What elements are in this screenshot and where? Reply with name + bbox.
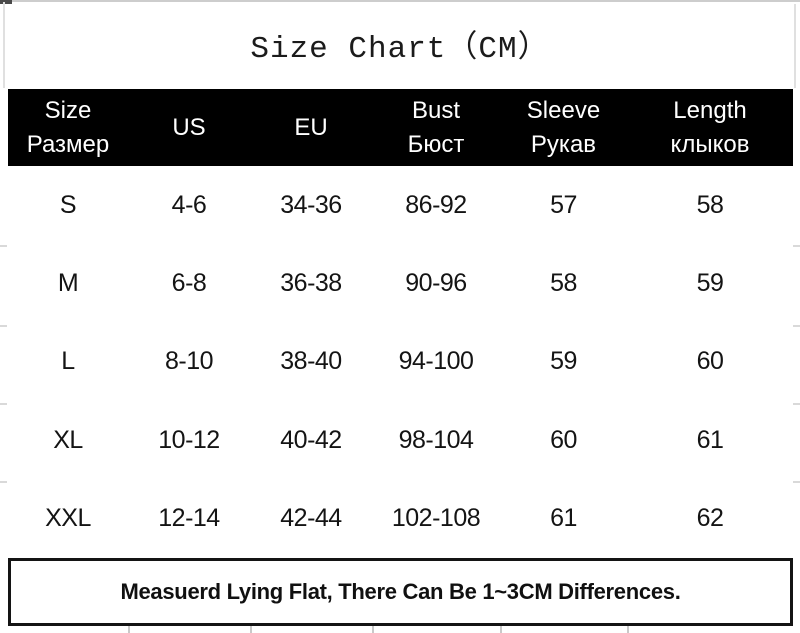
cell-length: 58 (696, 190, 724, 219)
cell-sleeve: 58 (550, 269, 577, 298)
cell-us: 12-14 (158, 504, 220, 533)
header-label-ru: Рукав (530, 130, 597, 158)
size-table: Size Размер US EU Bust Бюст Sleeve Рукав… (8, 89, 793, 558)
header-cell-length: Length клыков (627, 89, 793, 166)
header-cell-sleeve: Sleeve Рукав (500, 89, 627, 166)
cell-size: XL (53, 425, 83, 454)
header-label-en: Length (673, 96, 747, 124)
header-cell-us: US (128, 89, 250, 166)
gridline-stub (793, 481, 800, 483)
gridline-stub (372, 626, 374, 633)
cell-sleeve: 61 (550, 504, 577, 533)
cell-eu: 38-40 (280, 347, 342, 376)
measurement-note-box: Measuerd Lying Flat, There Can Be 1~3CM … (8, 558, 793, 626)
cell-sleeve: 59 (550, 347, 577, 376)
header-label-ru: Размер (26, 130, 110, 158)
cell-us: 10-12 (158, 425, 220, 454)
cell-us: 8-10 (164, 347, 214, 376)
cell-bust: 94-100 (398, 347, 474, 376)
header-label-en: Bust (411, 96, 461, 124)
table-row-s: S 4-6 34-36 86-92 57 58 (8, 166, 793, 244)
cell-size: L (61, 347, 75, 376)
gridline-stub (500, 626, 502, 633)
header-label-ru: Бюст (407, 130, 465, 158)
gridline-stub (793, 245, 800, 247)
cell-sleeve: 60 (550, 425, 577, 454)
cell-eu: 40-42 (280, 425, 342, 454)
top-gridline (0, 0, 800, 2)
cell-us: 6-8 (171, 269, 207, 298)
cell-sleeve: 57 (550, 190, 577, 219)
cell-us: 4-6 (171, 190, 207, 219)
header-cell-eu: EU (250, 89, 372, 166)
page-title: Size Chart（CM） (250, 32, 550, 67)
header-label-en: Size (44, 96, 92, 124)
cell-bust: 86-92 (405, 190, 467, 219)
gridline-stub (627, 626, 629, 633)
gridline-stub (250, 626, 252, 633)
cell-length: 59 (696, 269, 724, 298)
gridline-stub (0, 325, 7, 327)
cell-bust: 102-108 (391, 504, 481, 533)
cell-length: 60 (696, 347, 724, 376)
cell-eu: 42-44 (280, 504, 342, 533)
gridline-stub (0, 245, 7, 247)
gridline-stub (793, 325, 800, 327)
header-label-en: Sleeve (526, 96, 601, 124)
header-label-en: EU (294, 113, 328, 141)
left-gridline (3, 2, 5, 88)
right-gridline (794, 4, 796, 88)
gridline-stub (0, 403, 7, 405)
gridline-stub (128, 626, 130, 633)
cell-bust: 90-96 (405, 269, 467, 298)
table-row-l: L 8-10 38-40 94-100 59 60 (8, 323, 793, 401)
measurement-note-text: Measuerd Lying Flat, There Can Be 1~3CM … (120, 579, 681, 604)
gridline-stub (793, 403, 800, 405)
cell-bust: 98-104 (398, 425, 474, 454)
top-left-gridline-segment (0, 0, 12, 4)
table-row-xl: XL 10-12 40-42 98-104 60 61 (8, 401, 793, 479)
gridline-stub (0, 481, 7, 483)
cell-size: M (57, 269, 79, 298)
cell-eu: 34-36 (280, 190, 342, 219)
header-cell-size: Size Размер (8, 89, 128, 166)
header-cell-bust: Bust Бюст (372, 89, 500, 166)
cell-size: S (59, 190, 77, 219)
table-row-m: M 6-8 36-38 90-96 58 59 (8, 244, 793, 322)
table-header-row: Size Размер US EU Bust Бюст Sleeve Рукав… (8, 89, 793, 166)
header-label-en: US (172, 113, 206, 141)
table-row-xxl: XXL 12-14 42-44 102-108 61 62 (8, 480, 793, 558)
cell-length: 62 (696, 504, 724, 533)
header-label-ru: клыков (670, 130, 750, 158)
cell-length: 61 (696, 425, 724, 454)
cell-eu: 36-38 (280, 269, 342, 298)
cell-size: XXL (45, 504, 91, 533)
